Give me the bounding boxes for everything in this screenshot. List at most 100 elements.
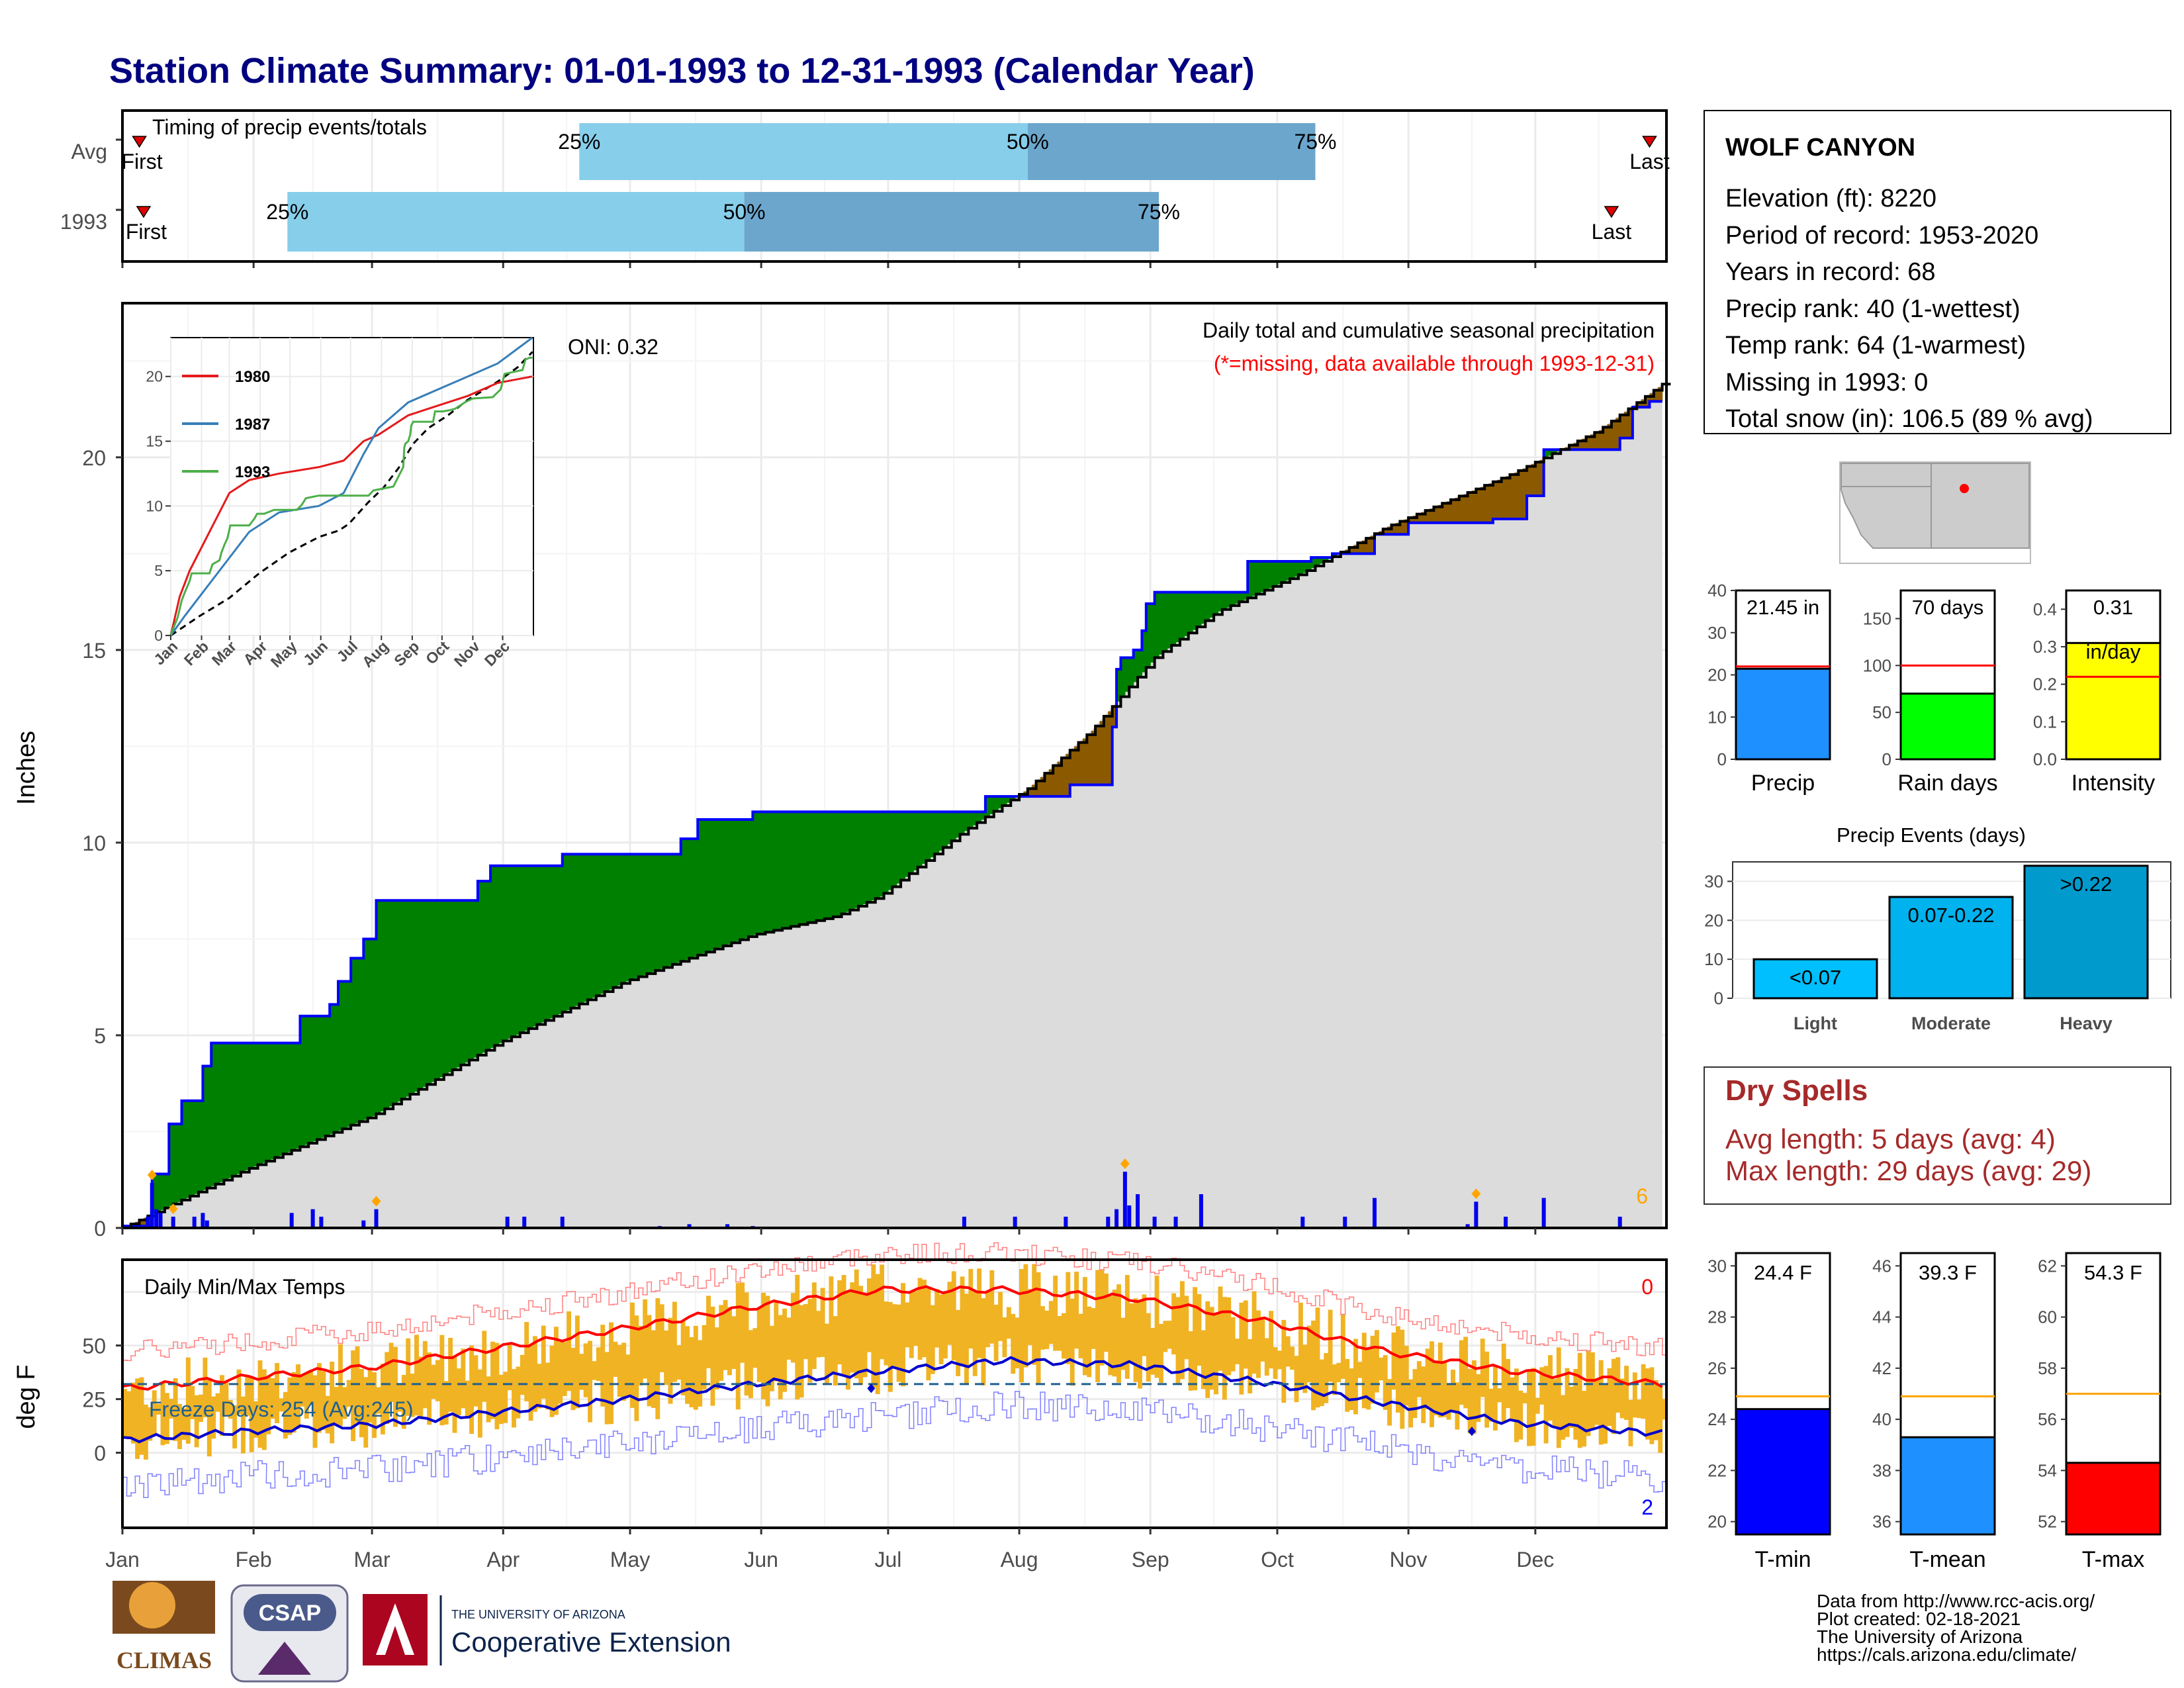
daily-precip-bar <box>1173 1217 1178 1228</box>
daily-temp-range-bar <box>270 1378 275 1419</box>
daily-temp-range-bar <box>702 1325 707 1390</box>
daily-temp-range-bar <box>1437 1342 1443 1418</box>
below-normal-segment <box>1027 788 1032 797</box>
below-normal-segment <box>1569 445 1574 450</box>
daily-temp-range-bar <box>765 1295 770 1407</box>
daily-temp-range-bar <box>342 1387 347 1419</box>
daily-temp-range-bar <box>380 1363 385 1434</box>
daily-precip-bar <box>1152 1217 1157 1228</box>
precip-panel: 0 5 10 15 20 Inches Daily total and cumulati… <box>13 302 1671 1241</box>
daily-temp-range-bar <box>279 1398 284 1412</box>
timing-title: Timing of precip events/totals <box>152 115 427 139</box>
daily-temp-range-bar <box>1662 1399 1667 1420</box>
above-normal-segment <box>884 812 889 894</box>
daily-temp-range-bar <box>1124 1275 1130 1379</box>
gauge-value-text: 70 days <box>1912 596 1984 619</box>
daily-temp-range-bar <box>604 1352 610 1425</box>
event-category-label: Light <box>1794 1013 1837 1033</box>
temp-gauge-ytick-label: 42 <box>1872 1358 1891 1378</box>
daily-temp-range-bar <box>1087 1306 1092 1378</box>
inset-month-label: Apr <box>240 637 270 668</box>
above-normal-segment <box>1154 592 1160 658</box>
daily-temp-range-bar <box>989 1270 995 1344</box>
temp-axes: 0 25 50 <box>82 1335 1537 1534</box>
above-normal-segment <box>1179 592 1185 639</box>
daily-temp-range-bar <box>1103 1273 1109 1352</box>
station-temp-rank: Temp rank: 64 (1-warmest) <box>1725 332 2026 359</box>
event-bar-label: <0.07 <box>1790 966 1841 989</box>
temp-gauge-ytick-label: 36 <box>1872 1512 1891 1532</box>
above-normal-segment <box>240 1043 246 1172</box>
daily-temp-range-bar <box>668 1317 673 1404</box>
above-normal-segment <box>469 900 475 1060</box>
above-normal-segment <box>397 900 402 1102</box>
above-normal-segment <box>355 958 360 1124</box>
timing-row-label-avg: Avg <box>71 140 107 164</box>
above-normal-segment <box>372 939 377 1117</box>
daily-temp-range-bar <box>896 1304 901 1382</box>
below-normal-segment <box>1497 479 1502 519</box>
daily-temp-range-bar <box>816 1311 821 1358</box>
above-normal-segment <box>1205 592 1210 621</box>
timing-bar-50-75 <box>1027 123 1316 180</box>
daily-temp-range-bar <box>1328 1309 1333 1382</box>
daily-temp-range-bar <box>871 1264 876 1387</box>
heavy-event-marker-icon <box>371 1196 381 1207</box>
above-normal-segment <box>790 812 796 927</box>
daily-temp-range-bar <box>558 1342 563 1404</box>
gauge-label: Rain days <box>1897 771 1997 796</box>
location-map <box>1839 461 2031 564</box>
temp-content <box>122 1242 1667 1499</box>
daily-temp-range-bar <box>1433 1362 1439 1416</box>
above-normal-segment <box>1124 657 1130 692</box>
daily-temp-range-bar <box>249 1378 254 1452</box>
gauge-ytick-label: 20 <box>1707 665 1727 685</box>
daily-temp-range-bar <box>1501 1343 1506 1423</box>
daily-temp-range-bar <box>930 1305 935 1374</box>
daily-temp-range-bar <box>799 1305 804 1398</box>
temp-title: Daily Min/Max Temps <box>144 1275 345 1299</box>
below-normal-segment <box>1091 731 1096 785</box>
above-normal-segment <box>199 1100 204 1192</box>
above-normal-segment <box>194 1100 199 1194</box>
daily-temp-range-bar <box>769 1325 774 1391</box>
daily-temp-range-bar <box>1201 1330 1206 1389</box>
daily-temp-range-bar <box>1112 1289 1117 1377</box>
daily-temp-range-bar <box>680 1321 686 1395</box>
below-normal-segment <box>1357 543 1363 554</box>
above-normal-segment <box>655 854 660 971</box>
above-normal-segment <box>346 981 351 1127</box>
below-normal-segment <box>1480 487 1485 523</box>
daily-precip-bar <box>154 1209 159 1228</box>
above-normal-segment <box>203 1066 208 1190</box>
daily-temp-range-bar <box>443 1381 449 1425</box>
daily-temp-range-bar <box>1163 1321 1168 1352</box>
precip-events-chart: Precip Events (days) <0.07 Light 0.07-0.22… <box>1704 823 2171 1033</box>
daily-temp-range-bar <box>1120 1317 1126 1370</box>
above-normal-segment <box>363 939 369 1120</box>
gauge-ytick-label: 100 <box>1863 655 1891 675</box>
gauge-ytick-label: 150 <box>1863 609 1891 629</box>
daily-temp-range-bar <box>825 1323 829 1385</box>
ua-logo-small-text: THE UNIVERSITY OF ARIZONA <box>451 1608 625 1621</box>
daily-temp-range-bar <box>482 1331 487 1402</box>
temp-ytick-label: 0 <box>94 1442 106 1466</box>
inset-ytick-label: 10 <box>146 497 163 514</box>
events-ytick-label: 0 <box>1714 988 1723 1008</box>
daily-precip-bar <box>1504 1217 1508 1228</box>
inset-ytick-label: 0 <box>154 627 163 644</box>
above-normal-segment <box>1277 561 1282 585</box>
daily-temp-range-bar <box>638 1326 643 1385</box>
daily-temp-range-bar <box>461 1348 466 1409</box>
daily-temp-range-bar <box>740 1282 745 1363</box>
month-label: Oct <box>1261 1548 1294 1571</box>
below-normal-segment <box>1044 773 1050 797</box>
daily-temp-range-bar <box>1285 1336 1291 1367</box>
below-normal-segment <box>1598 430 1604 450</box>
daily-temp-range-bar <box>130 1382 136 1444</box>
above-normal-segment <box>456 900 461 1068</box>
above-normal-segment <box>964 812 969 831</box>
event-bar-label: 0.07-0.22 <box>1908 904 1995 927</box>
daily-temp-range-bar <box>266 1377 271 1434</box>
daily-temp-range-bar <box>1260 1317 1265 1362</box>
